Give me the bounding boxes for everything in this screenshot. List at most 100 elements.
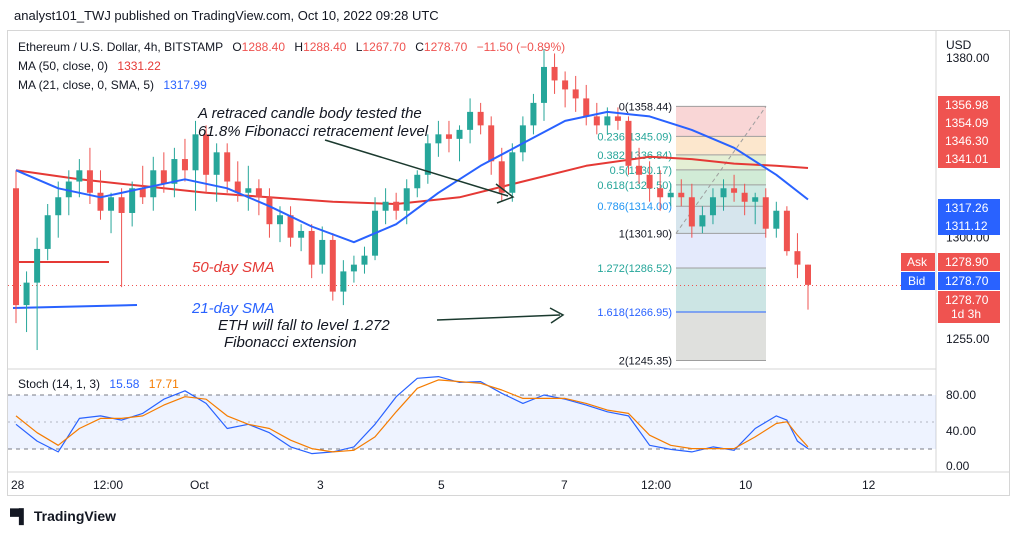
candle-body (709, 197, 716, 216)
candle-body (266, 197, 273, 225)
retrace-annotation-line2: 61.8% Fibonacci retracement level (198, 123, 429, 140)
ma21-legend[interactable]: MA (21, close, 0, SMA, 5) 1317.99 (18, 78, 207, 92)
fib-zone (676, 106, 766, 137)
candle-body (171, 159, 178, 184)
ask-row: Ask 1278.90 (901, 253, 1000, 271)
time-label: 5 (438, 478, 445, 492)
last-price-tag: 1278.70 1d 3h (938, 291, 1000, 323)
ohlc-l: 1267.70 (362, 40, 406, 54)
ma50-legend-label: MA (50, close, 0) (18, 59, 108, 73)
stoch-k-line (15, 376, 809, 455)
symbol-legend[interactable]: Ethereum / U.S. Dollar, 4h, BITSTAMP O12… (18, 40, 565, 54)
candle-body (213, 152, 220, 175)
candle-body (403, 188, 410, 211)
price-tag-bg (938, 217, 1000, 235)
time-label: 12:00 (93, 478, 123, 492)
candle-body (350, 264, 357, 272)
candle-body (424, 143, 431, 175)
last-price-bg (938, 291, 1000, 323)
svg-text:Stoch (14, 1, 3) 15.58: Stoch (14, 1, 3) 15.58 17.71 (18, 377, 179, 391)
candle-body (319, 239, 326, 265)
fib-level-label: 0.786(1314.00) (597, 201, 672, 213)
candle-body (97, 192, 104, 211)
price-tag-bg (938, 199, 1000, 217)
candle-body (488, 125, 495, 162)
candle-body (614, 116, 621, 121)
candle-body (519, 125, 526, 153)
price-tag-label: 1341.01 (945, 152, 989, 166)
fall-annotation-line2: Fibonacci extension (224, 334, 357, 351)
tradingview-footer[interactable]: ▀▌ TradingView (10, 508, 116, 524)
ohlc-c: 1278.70 (424, 40, 468, 54)
ask-label: Ask (907, 255, 928, 269)
fib-level-label: 2(1245.35) (619, 355, 672, 367)
candle-body (382, 201, 389, 211)
stoch-legend-label: Stoch (14, 1, 3) (18, 377, 100, 391)
candle-body (731, 188, 738, 193)
candle-body (688, 197, 695, 227)
sma21-annotation: 21-day SMA (191, 300, 275, 317)
candle-body (509, 152, 516, 193)
candle-body (541, 66, 547, 103)
candle-body (108, 197, 115, 211)
stoch-layer (15, 376, 809, 455)
ma50-legend-value: 1331.22 (117, 59, 161, 73)
candle-body (139, 188, 146, 198)
candle-body (298, 230, 305, 238)
candle-body (805, 264, 811, 285)
candle-body (572, 89, 579, 99)
candle-body (445, 134, 452, 139)
candle-body (76, 170, 83, 182)
tradingview-logo-icon: ▀▌ (10, 508, 29, 524)
retrace-arrow-head (495, 183, 515, 204)
ask-value: 1278.90 (945, 255, 989, 269)
retrace-arrow-shaft (324, 139, 509, 197)
retrace-arrow[interactable] (324, 139, 515, 204)
candle-body (562, 80, 569, 90)
candle-body (118, 197, 125, 213)
candle-body (604, 116, 611, 126)
ma50-legend[interactable]: MA (50, close, 0) 1331.22 (18, 59, 161, 73)
candle-body (435, 134, 442, 144)
ohlc-change: −11.50 (−0.89%) (477, 40, 566, 54)
candle-body (477, 111, 484, 126)
tradingview-brand: TradingView (33, 508, 117, 524)
candle-body (393, 201, 400, 211)
candle-body (657, 188, 664, 198)
time-label: Oct (190, 478, 209, 492)
fall-arrow[interactable] (436, 307, 565, 324)
candle-body (361, 255, 368, 265)
svg-text:MA (21, close, 0, SMA, 5): MA (21, close, 0, SMA, 5) 1317.99 (18, 78, 207, 92)
fall-arrow-shaft (436, 314, 561, 321)
candle-body (593, 116, 600, 126)
fall-annotation-line1: ETH will fall to level 1.272 (218, 317, 390, 334)
candle-body (340, 271, 347, 292)
fib-level-label: 0.618(1323.50) (597, 180, 672, 192)
candle-body (498, 161, 505, 193)
price-tick-label: 1255.00 (946, 332, 990, 346)
candle-body (762, 197, 769, 229)
candle-body (667, 192, 674, 198)
price-axis-tags: 1356.98 1354.09 1346.30 1341.01 1317.26 1311.… (938, 96, 1000, 235)
candle-body (55, 197, 62, 216)
bid-label: Bid (908, 274, 925, 288)
candle-body (752, 197, 759, 202)
price-tag-bg (938, 114, 1000, 132)
candle-body (636, 165, 643, 175)
bar-countdown: 1d 3h (951, 307, 981, 321)
bid-row: Bid 1278.70 (901, 272, 1000, 290)
price-tag-bg (938, 96, 1000, 114)
candle-body (203, 134, 210, 175)
stoch-legend[interactable]: Stoch (14, 1, 3) 15.58 17.71 (18, 377, 179, 391)
svg-text:MA (50, close, 0) 1331.2: MA (50, close, 0) 1331.22 (18, 59, 161, 73)
candle-body (44, 215, 51, 249)
time-axis[interactable]: 28 12:00 Oct 3 5 7 12:00 10 12 (11, 478, 876, 492)
stoch-tick-80: 80.00 (946, 388, 976, 402)
bid-label-bg (901, 272, 935, 290)
ma21-legend-value: 1317.99 (163, 78, 207, 92)
fib-trend-line (675, 106, 767, 234)
fib-level-label: 1.272(1286.52) (597, 263, 672, 275)
candle-body (414, 174, 421, 189)
symbol-title: Ethereum / U.S. Dollar, 4h, BITSTAMP (18, 40, 223, 54)
